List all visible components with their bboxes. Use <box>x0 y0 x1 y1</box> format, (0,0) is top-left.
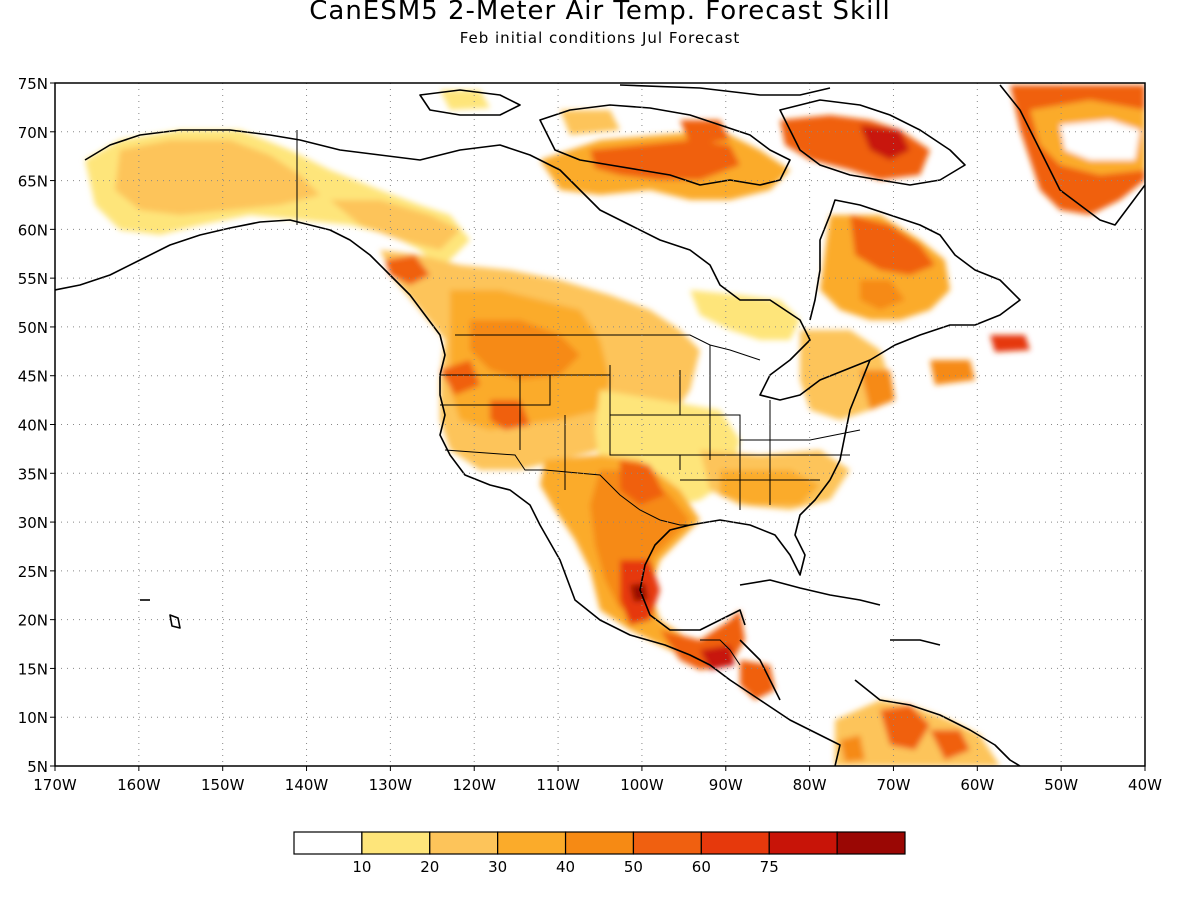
colorbar-bin <box>700 831 770 855</box>
colorbar-bin <box>836 831 906 855</box>
lat-tick-label: 60N <box>18 221 48 239</box>
map-subtitle: Feb initial conditions Jul Forecast <box>459 29 741 47</box>
lat-tick-label: 75N <box>18 75 48 93</box>
longitude-axis: 170W 160W 150W 140W 130W 120W 110W 100W 90W 80W 70… <box>33 766 1162 794</box>
lon-tick-label: 110W <box>536 776 580 794</box>
latitude-axis: 75N 70N 65N 60N 55N 50N 45N 40N 35N 30N 25N 20N 15N 1… <box>18 75 55 776</box>
colorbar-bin <box>361 831 431 855</box>
lon-tick-label: 140W <box>285 776 329 794</box>
colorbar: 10 20 30 40 50 60 75 <box>293 831 906 876</box>
lon-tick-label: 120W <box>452 776 496 794</box>
colorbar-bin <box>497 831 567 855</box>
lon-tick-label: 150W <box>201 776 245 794</box>
coastlines <box>55 84 1145 766</box>
colorbar-label: 75 <box>760 858 779 876</box>
lat-tick-label: 20N <box>18 612 48 630</box>
colorbar-bin <box>429 831 499 855</box>
colorbar-label: 20 <box>420 858 439 876</box>
lon-tick-label: 90W <box>709 776 743 794</box>
lat-tick-label: 55N <box>18 270 48 288</box>
colorbar-bin <box>768 831 838 855</box>
lat-tick-label: 40N <box>18 417 48 435</box>
lon-tick-label: 40W <box>1128 776 1162 794</box>
colorbar-label: 60 <box>692 858 711 876</box>
lon-tick-label: 130W <box>369 776 413 794</box>
skill-shading <box>85 85 1145 766</box>
lat-tick-label: 5N <box>27 758 48 776</box>
colorbar-label: 10 <box>352 858 371 876</box>
lat-tick-label: 15N <box>18 660 48 678</box>
lat-tick-label: 65N <box>18 173 48 191</box>
lon-tick-label: 60W <box>960 776 994 794</box>
colorbar-label: 30 <box>488 858 507 876</box>
lat-tick-label: 50N <box>18 319 48 337</box>
lat-tick-label: 25N <box>18 563 48 581</box>
lat-tick-label: 70N <box>18 124 48 142</box>
lon-tick-label: 50W <box>1044 776 1078 794</box>
colorbar-label: 40 <box>556 858 575 876</box>
lat-tick-label: 35N <box>18 465 48 483</box>
colorbar-bin <box>293 831 363 855</box>
colorbar-label: 50 <box>624 858 643 876</box>
lon-tick-label: 70W <box>877 776 911 794</box>
lat-tick-label: 10N <box>18 709 48 727</box>
lon-tick-label: 100W <box>620 776 664 794</box>
colorbar-bin <box>564 831 635 855</box>
map-title: CanESM5 2-Meter Air Temp. Forecast Skill <box>309 0 891 26</box>
lon-tick-label: 160W <box>117 776 161 794</box>
colorbar-bin <box>632 831 702 855</box>
lat-tick-label: 30N <box>18 514 48 532</box>
lon-tick-label: 80W <box>793 776 827 794</box>
lat-tick-label: 45N <box>18 368 48 386</box>
lon-tick-label: 170W <box>33 776 77 794</box>
